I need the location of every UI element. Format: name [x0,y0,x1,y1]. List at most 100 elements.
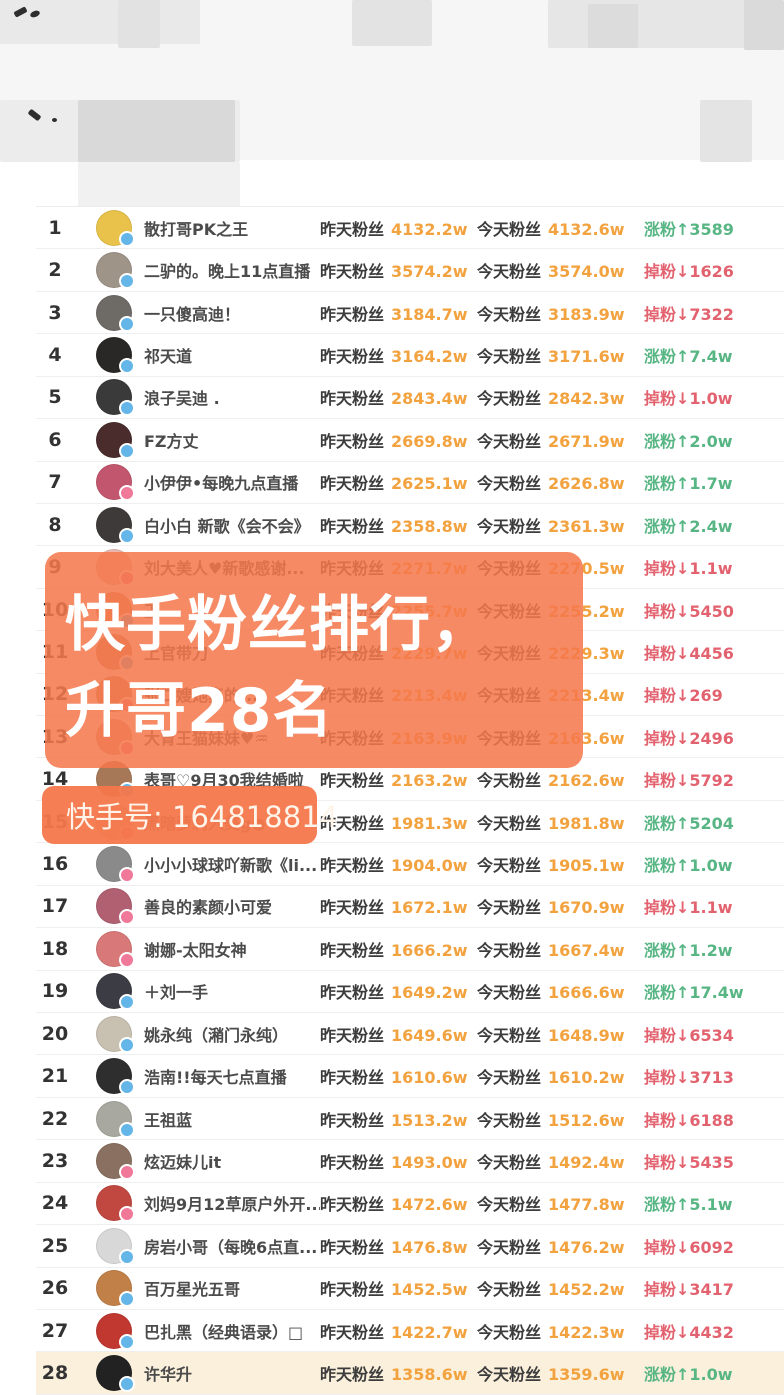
rank-number: 18 [41,937,69,960]
table-row[interactable]: 28 许华升 昨天粉丝 1358.6w 今天粉丝 1359.6w 涨粉↑1.0w [36,1352,784,1395]
rank-number: 3 [48,301,62,324]
redacted-block [352,0,432,46]
user-name: 善良的素颜小可爱 [144,898,273,918]
table-row[interactable]: 6 FZ方丈 昨天粉丝 2669.8w 今天粉丝 2671.9w 涨粉↑2.0w [36,419,784,462]
yesterday-fans-label: 昨天粉丝 [320,1280,385,1300]
rank-number: 14 [41,768,69,791]
yesterday-fans-label: 昨天粉丝 [320,346,385,366]
table-row[interactable]: 20 姚永纯（潲门永纯） 昨天粉丝 1649.6w 今天粉丝 1648.9w 掉… [36,1013,784,1056]
table-row[interactable]: 8 白小白 新歌《会不会》 昨天粉丝 2358.8w 今天粉丝 2361.3w … [36,503,784,547]
fan-change-badge: 掉粉↓5435 [644,1152,734,1172]
redacted-block [0,0,200,44]
today-fans-value: 4132.6w [548,219,625,239]
avatar[interactable] [96,1058,135,1096]
avatar[interactable] [96,506,135,544]
avatar[interactable] [96,1100,135,1138]
avatar[interactable] [96,1270,135,1308]
today-fans-label: 今天粉丝 [477,1365,542,1385]
avatar[interactable] [96,846,135,884]
verified-badge-icon [119,357,135,374]
table-row[interactable]: 5 浪子吴迪 . 昨天粉丝 2843.4w 今天粉丝 2842.3w 掉粉↓1.… [36,376,784,420]
today-fans-label: 今天粉丝 [477,1152,542,1172]
avatar[interactable] [96,1355,135,1393]
yesterday-fans-value: 1904.0w [391,856,468,876]
table-row[interactable]: 4 祁天道 昨天粉丝 3164.2w 今天粉丝 3171.6w 涨粉↑7.4w [36,334,784,377]
yesterday-fans-value: 2669.8w [391,431,468,451]
fan-change-badge: 掉粉↓7322 [644,304,734,324]
rank-number: 2 [48,259,62,282]
avatar[interactable] [96,336,135,374]
yesterday-fans-value: 1672.1w [391,898,468,918]
user-name: 散打哥PK之王 [144,219,249,239]
avatar[interactable] [96,379,135,417]
today-fans-label: 今天粉丝 [477,1237,542,1257]
verified-badge-icon [119,1376,135,1393]
redacted-block [118,0,160,48]
yesterday-fans-label: 昨天粉丝 [320,898,385,918]
today-fans-value: 1359.6w [548,1365,625,1385]
table-row[interactable]: 23 炫迈妹儿it 昨天粉丝 1493.0w 今天粉丝 1492.4w 掉粉↓5… [36,1140,784,1183]
yesterday-fans-value: 2843.4w [391,389,468,409]
user-name: 浪子吴迪 . [144,389,220,409]
verified-badge-icon [119,1121,135,1138]
fan-change-badge: 掉粉↓3417 [644,1280,734,1300]
avatar[interactable] [96,252,135,290]
avatar[interactable] [96,1142,135,1180]
avatar[interactable] [96,888,135,926]
table-row[interactable]: 21 浩南!!每天七点直播 昨天粉丝 1610.6w 今天粉丝 1610.2w … [36,1055,784,1098]
fan-change-badge: 涨粉↑17.4w [644,983,744,1003]
yesterday-fans-value: 1649.2w [391,983,468,1003]
avatar[interactable] [96,209,135,247]
user-name: 百万星光五哥 [144,1280,241,1300]
rank-number: 20 [41,1022,69,1045]
today-fans-label: 今天粉丝 [477,516,542,536]
today-fans-label: 今天粉丝 [477,898,542,918]
avatar[interactable] [96,930,135,968]
table-row[interactable]: 22 王祖蓝 昨天粉丝 1513.2w 今天粉丝 1512.6w 掉粉↓6188 [36,1097,784,1141]
yesterday-fans-value: 1649.6w [391,1025,468,1045]
fan-change-badge: 掉粉↓1.1w [644,898,733,918]
fan-change-badge: 涨粉↑1.2w [644,940,733,960]
yesterday-fans-label: 昨天粉丝 [320,1110,385,1130]
table-row[interactable]: 24 刘妈9月12草原户外开... 昨天粉丝 1472.6w 今天粉丝 1477… [36,1182,784,1226]
today-fans-value: 1452.2w [548,1280,625,1300]
table-row[interactable]: 1 散打哥PK之王 昨天粉丝 4132.2w 今天粉丝 4132.6w 涨粉↑3… [36,207,784,250]
today-fans-value: 1477.8w [548,1195,625,1215]
table-row[interactable]: 26 百万星光五哥 昨天粉丝 1452.5w 今天粉丝 1452.2w 掉粉↓3… [36,1267,784,1310]
table-row[interactable]: 19 ＋刘一手 昨天粉丝 1649.2w 今天粉丝 1666.6w 涨粉↑17.… [36,970,784,1014]
user-name: 一只傻高迪！ [144,304,241,324]
table-row[interactable]: 3 一只傻高迪！ 昨天粉丝 3184.7w 今天粉丝 3183.9w 掉粉↓73… [36,291,784,335]
user-name: 祁天道 [144,346,193,366]
rank-number: 27 [41,1319,69,1342]
avatar[interactable] [96,421,135,459]
table-row[interactable]: 17 善良的素颜小可爱 昨天粉丝 1672.1w 今天粉丝 1670.9w 掉粉… [36,885,784,929]
today-fans-label: 今天粉丝 [477,262,542,282]
yesterday-fans-label: 昨天粉丝 [320,856,385,876]
redacted-block [588,4,638,48]
avatar[interactable] [96,294,135,332]
user-name: 巴扎黑（经典语录）□ [144,1322,304,1342]
yesterday-fans-label: 昨天粉丝 [320,983,385,1003]
rank-number: 24 [41,1192,69,1215]
avatar[interactable] [96,1185,135,1223]
headline-overlay: 快手粉丝排行， 升哥28名 [45,552,583,768]
yesterday-fans-label: 昨天粉丝 [320,1322,385,1342]
table-row[interactable]: 27 巴扎黑（经典语录）□ 昨天粉丝 1422.7w 今天粉丝 1422.3w … [36,1309,784,1353]
headline-line2: 升哥28名 [65,676,334,746]
avatar[interactable] [96,1227,135,1265]
table-row[interactable]: 18 谢娜-太阳女神 昨天粉丝 1666.2w 今天粉丝 1667.4w 涨粉↑… [36,928,784,971]
user-name: 姚永纯（潲门永纯） [144,1025,289,1045]
avatar[interactable] [96,1015,135,1053]
table-row[interactable]: 2 二驴的。晚上11点直播 昨天粉丝 3574.2w 今天粉丝 3574.0w … [36,249,784,292]
rank-number: 21 [41,1065,69,1088]
table-row[interactable]: 16 小小小球球吖新歌《li... 昨天粉丝 1904.0w 今天粉丝 1905… [36,843,784,886]
today-fans-label: 今天粉丝 [477,1025,542,1045]
table-row[interactable]: 25 房岩小哥（每晚6点直... 昨天粉丝 1476.8w 今天粉丝 1476.… [36,1225,784,1268]
avatar[interactable] [96,1312,135,1350]
avatar[interactable] [96,464,135,502]
yesterday-fans-label: 昨天粉丝 [320,813,385,833]
rank-number: 4 [48,343,62,366]
avatar[interactable] [96,973,135,1011]
fan-change-badge: 掉粉↓269 [644,686,723,706]
table-row[interactable]: 7 小伊伊•每晚九点直播 昨天粉丝 2625.1w 今天粉丝 2626.8w 涨… [36,461,784,504]
